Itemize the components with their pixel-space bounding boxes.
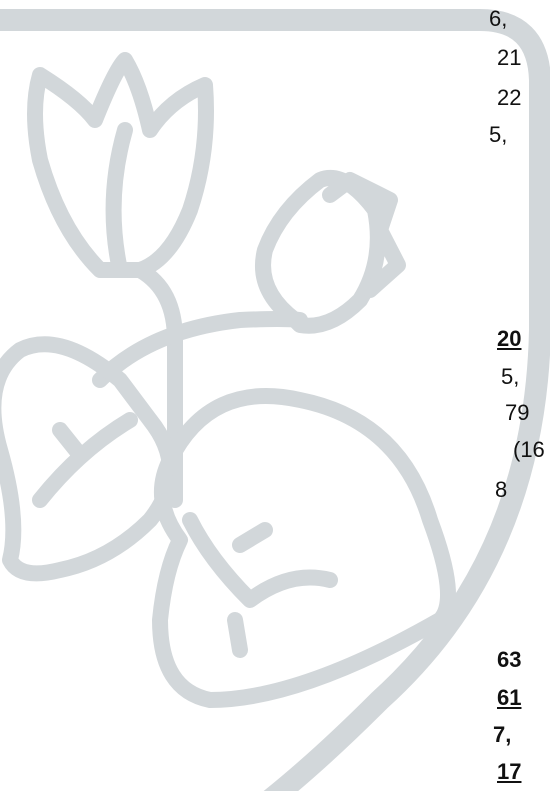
number-cell: 5, (489, 124, 550, 146)
number-cell: 63 (497, 649, 550, 671)
number-cell: 5, (501, 366, 550, 388)
number-cell: 79 (505, 402, 550, 424)
number-cell: 20 (497, 328, 550, 350)
number-cell: 61 (497, 687, 550, 709)
number-cell: 8 (495, 479, 550, 501)
number-cell: 22 (497, 87, 550, 109)
watermark-emblem (0, 0, 550, 791)
page: 6,21225,205,79(16863617,17 {"rows": [ {"… (0, 0, 550, 791)
shield-outline (0, 20, 540, 791)
number-cell: (16 (513, 439, 550, 461)
number-cell: 7, (493, 724, 550, 746)
number-cell: 6, (489, 8, 550, 30)
number-cell: 21 (497, 47, 550, 69)
flower (0, 60, 448, 700)
number-cell: 17 (497, 761, 550, 783)
